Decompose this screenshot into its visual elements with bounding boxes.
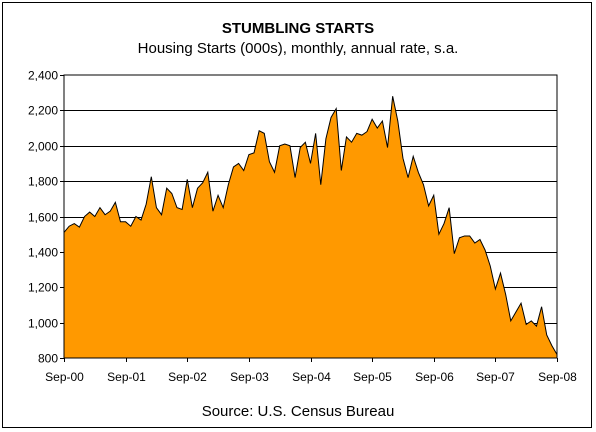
chart-subtitle: Housing Starts (000s), monthly, annual r… bbox=[137, 40, 459, 57]
x-tick-label: Sep-01 bbox=[107, 370, 146, 384]
y-axis: 800 1,000 1,200 1,400 1,600 1,800 2,000 2,200 2,… bbox=[28, 69, 64, 366]
x-tick-label: Sep-00 bbox=[45, 370, 84, 384]
y-tick-label: 2,400 bbox=[28, 69, 58, 83]
x-tick-label: Sep-08 bbox=[538, 370, 577, 384]
y-tick-label: 1,200 bbox=[28, 281, 58, 295]
y-tick-label: 2,200 bbox=[28, 104, 58, 118]
x-tick-label: Sep-03 bbox=[230, 370, 269, 384]
chart-title: STUMBLING STARTS bbox=[221, 20, 375, 37]
x-tick-label: Sep-04 bbox=[292, 370, 331, 384]
y-tick-label: 1,000 bbox=[28, 317, 58, 331]
y-tick-label: 1,400 bbox=[28, 246, 58, 260]
x-tick-label: Sep-07 bbox=[476, 370, 515, 384]
x-tick-label: Sep-06 bbox=[415, 370, 454, 384]
plot-border bbox=[63, 74, 558, 359]
x-axis: Sep-00 Sep-01 Sep-02 Sep-03 Sep-04 Sep-05 Sep-… bbox=[45, 358, 577, 384]
chart-source: Source: U.S. Census Bureau bbox=[201, 403, 395, 420]
series-area bbox=[63, 96, 558, 359]
y-tick-label: 2,000 bbox=[28, 140, 58, 154]
y-tick-label: 1,600 bbox=[28, 211, 58, 225]
y-tick-label: 1,800 bbox=[28, 175, 58, 189]
x-tick-label: Sep-02 bbox=[168, 370, 207, 384]
y-tick-label: 800 bbox=[38, 352, 58, 366]
x-tick-label: Sep-05 bbox=[353, 370, 392, 384]
